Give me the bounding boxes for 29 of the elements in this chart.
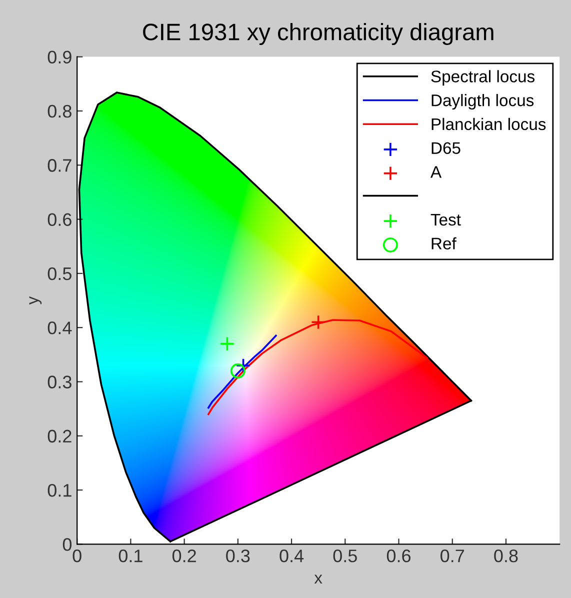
y-tick-label: 0.1	[48, 484, 72, 497]
y-tick-label: 0.5	[48, 267, 72, 280]
y-tick-label: 0.3	[48, 376, 72, 388]
legend-label: D65	[432, 142, 460, 154]
x-tick-label: 0.4	[280, 550, 304, 562]
legend-label: Ref	[432, 237, 456, 250]
y-tick-label: 0	[62, 538, 72, 551]
x-axis-title: x	[314, 574, 322, 584]
y-tick-label: 0.9	[48, 50, 72, 64]
x-tick-label: 0.8	[494, 550, 518, 562]
y-tick-label: 0.7	[48, 159, 72, 172]
y-tick-label: 0.2	[48, 430, 72, 443]
x-tick-label: 0.3	[226, 550, 250, 562]
y-tick-label: 0.6	[48, 213, 72, 226]
legend-label: Dayligth locus	[432, 94, 534, 110]
x-tick-label: 0	[72, 550, 82, 562]
x-tick-label: 0.6	[386, 550, 411, 562]
y-axis-title: y	[29, 296, 42, 305]
legend-label: Planckian locus	[432, 118, 546, 130]
x-tick-label: 0.5	[333, 550, 357, 562]
y-tick-label: 0.4	[48, 322, 72, 334]
x-tick-label: 0.2	[172, 550, 196, 562]
x-tick-label: 0.7	[440, 550, 464, 562]
legend-label: Test	[430, 214, 461, 226]
x-tick-label: 0.1	[118, 550, 142, 562]
legend-label: Spectral locus	[431, 70, 535, 86]
y-tick-label: 0.8	[48, 104, 72, 118]
legend-label: A	[430, 166, 442, 178]
chart-title: CIE 1931 xy chromaticity diagram	[143, 23, 494, 46]
